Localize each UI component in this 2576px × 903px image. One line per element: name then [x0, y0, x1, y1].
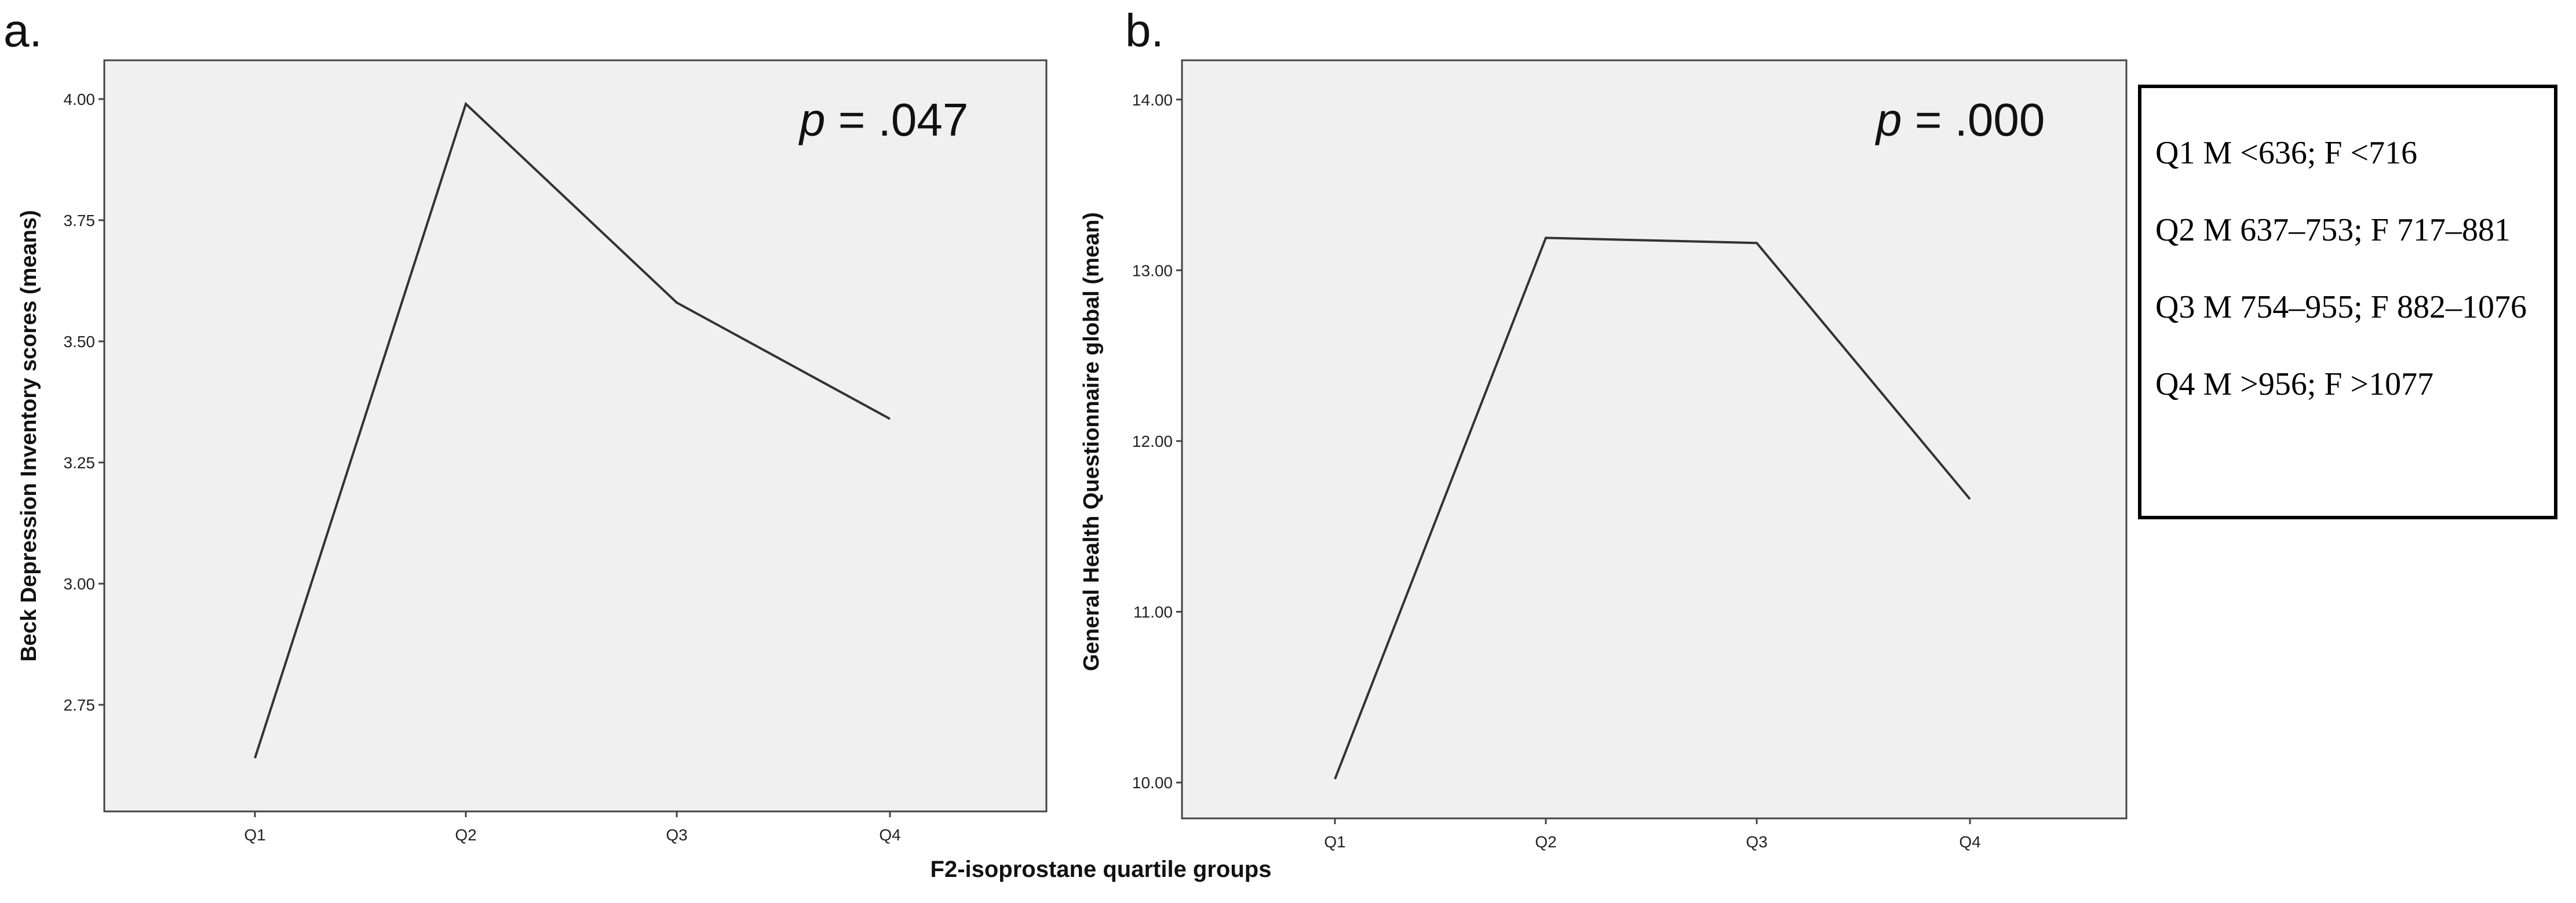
y-tick-label-b-0: 10.00 — [1132, 774, 1173, 792]
y-tick-label-b-3: 13.00 — [1132, 261, 1173, 279]
x-tick-label-a-3: Q4 — [879, 826, 900, 844]
x-tick-label-a-1: Q2 — [455, 826, 476, 844]
chart-panel-b: b. p = .000 General Health Questionnaire… — [1079, 5, 2128, 851]
plot-area-b — [1181, 59, 2128, 820]
x-ticks-b: Q1 Q2 Q3 Q4 — [1324, 818, 1981, 851]
quartile-legend-box: Q1 M <636; F <716 Q2 M 637–753; F 717–88… — [2138, 85, 2557, 519]
x-tick-label-b-1: Q2 — [1535, 833, 1556, 851]
y-tick-label-a-1: 3.00 — [64, 575, 96, 593]
panel-label-a: a. — [3, 5, 42, 56]
y-ticks-a: 2.75 3.00 3.25 3.50 3.75 4.00 — [64, 90, 104, 714]
y-tick-label-a-5: 4.00 — [64, 90, 96, 108]
y-tick-label-b-1: 11.00 — [1133, 603, 1173, 621]
y-axis-label-a: Beck Depression Inventory scores (means) — [17, 210, 41, 661]
x-tick-label-b-3: Q4 — [1959, 833, 1980, 851]
y-tick-label-b-4: 14.00 — [1132, 91, 1173, 109]
panel-label-b: b. — [1125, 5, 1164, 56]
series-line-a — [254, 101, 891, 759]
chart-panel-a: a. p = .047 Beck Depression Inventory sc… — [3, 5, 1048, 844]
y-ticks-b: 10.00 11.00 12.00 13.00 14.00 — [1132, 91, 1182, 792]
legend-line-q1: Q1 M <636; F <716 — [2155, 135, 2418, 171]
series-line-b — [1334, 236, 1971, 780]
y-tick-label-a-2: 3.25 — [64, 454, 96, 472]
y-tick-label-b-2: 12.00 — [1132, 432, 1173, 450]
x-ticks-a: Q1 Q2 Q3 Q4 — [244, 811, 901, 844]
shared-x-axis-label: F2-isoprostane quartile groups — [930, 857, 1272, 882]
x-tick-label-b-2: Q3 — [1746, 833, 1767, 851]
y-axis-label-b: General Health Questionnaire global (mea… — [1079, 212, 1104, 671]
legend-line-q2: Q2 M 637–753; F 717–881 — [2155, 212, 2511, 248]
x-tick-label-a-0: Q1 — [244, 826, 265, 844]
y-tick-label-a-3: 3.50 — [64, 333, 96, 351]
x-tick-label-a-2: Q3 — [666, 826, 687, 844]
y-tick-label-a-0: 2.75 — [64, 696, 96, 714]
legend-line-q4: Q4 M >956; F >1077 — [2155, 366, 2434, 402]
x-tick-label-b-0: Q1 — [1324, 833, 1345, 851]
plot-area-a — [103, 59, 1048, 813]
legend-line-q3: Q3 M 754–955; F 882–1076 — [2155, 289, 2527, 325]
p-value-annotation-b: p = .000 — [1875, 94, 2045, 145]
y-tick-label-a-4: 3.75 — [64, 212, 96, 230]
p-value-annotation-a: p = .047 — [798, 94, 968, 145]
